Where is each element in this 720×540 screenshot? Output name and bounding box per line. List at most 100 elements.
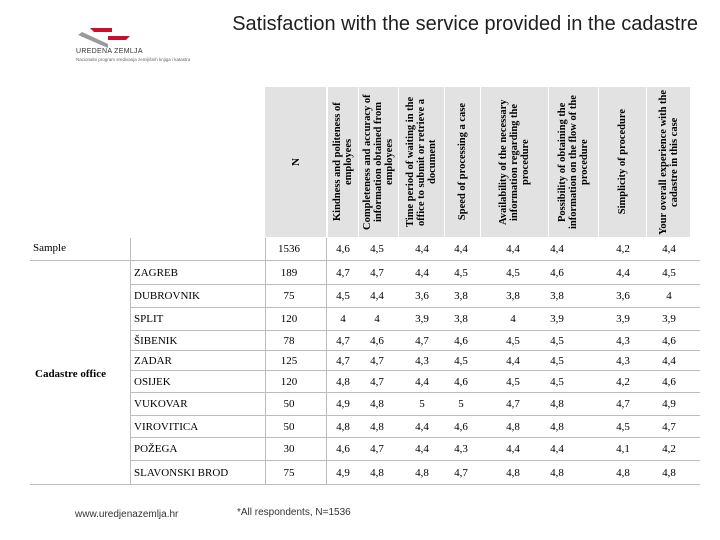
office-value: 4,7 xyxy=(370,443,384,455)
office-value: 4,7 xyxy=(336,267,350,279)
office-value: 4,6 xyxy=(662,334,676,347)
office-value: 4,4 xyxy=(550,443,564,455)
column-header-label: Possibility of obtaining the information… xyxy=(557,95,590,229)
office-value: 4,9 xyxy=(336,466,350,479)
office-value: 3,6 xyxy=(616,290,630,302)
office-value: 4,5 xyxy=(550,375,564,388)
office-value: 4,8 xyxy=(415,466,429,479)
sample-value: 4,4 xyxy=(506,243,520,255)
office-name: OSIJEK xyxy=(134,375,171,388)
office-value: 5 xyxy=(458,398,464,410)
column-header-label: Kindness and politeness of employees xyxy=(332,102,354,222)
office-name: SPLIT xyxy=(134,313,164,325)
office-value: 4,5 xyxy=(616,420,630,433)
office-name: POŽEGA xyxy=(134,443,178,455)
column-header: Kindness and politeness of employees xyxy=(328,87,358,237)
office-value: 4,8 xyxy=(506,466,520,479)
grid-line xyxy=(130,437,700,438)
header-cell xyxy=(481,87,548,237)
column-header: Speed of processing a case xyxy=(445,87,480,237)
column-header: Possibility of obtaining the information… xyxy=(549,87,598,237)
office-value: 4,3 xyxy=(454,443,468,455)
office-name: VIROVITICA xyxy=(134,420,199,433)
uredena-zemlja-logo xyxy=(78,28,130,48)
sample-label: Sample xyxy=(33,242,66,254)
office-n: 120 xyxy=(280,313,298,325)
office-value: 4,8 xyxy=(336,375,350,388)
office-value: 4,4 xyxy=(415,443,429,455)
office-value: 4,8 xyxy=(370,466,384,479)
sample-value: 4,4 xyxy=(454,243,468,255)
office-value: 4,3 xyxy=(616,334,630,347)
column-header-label: Simplicity of procedure xyxy=(617,109,628,215)
cadastre-office-label: Cadastre office xyxy=(35,368,106,380)
office-n: 75 xyxy=(283,290,295,302)
office-value: 4,9 xyxy=(662,398,676,410)
header-cell xyxy=(445,87,480,237)
office-value: 4,4 xyxy=(415,375,429,388)
column-header: Your overall experience with the cadastr… xyxy=(647,87,690,237)
sample-value: 4,5 xyxy=(370,243,384,255)
office-value: 4,6 xyxy=(336,443,350,455)
office-value: 4,7 xyxy=(454,466,468,479)
office-value: 4,8 xyxy=(506,420,520,433)
office-value: 4,5 xyxy=(550,354,564,367)
header-cell xyxy=(328,87,358,237)
header-n-cell xyxy=(265,87,326,237)
office-name: SLAVONSKI BROD xyxy=(134,466,229,479)
office-value: 4,6 xyxy=(454,420,468,433)
office-value: 4,6 xyxy=(370,334,384,347)
office-value: 4,5 xyxy=(506,375,520,388)
logo-subtitle: Nacionalni program sredivanja zemljišnih… xyxy=(76,57,191,62)
column-header: Time period of waiting in the office to … xyxy=(399,87,444,237)
office-value: 3,9 xyxy=(616,313,630,325)
office-value: 4,1 xyxy=(616,443,630,455)
office-value: 4,3 xyxy=(616,354,630,367)
grid-line xyxy=(130,392,700,393)
office-value: 4,5 xyxy=(506,334,520,347)
office-name: ŠIBENIK xyxy=(134,334,178,347)
office-value: 4,4 xyxy=(662,354,676,367)
footnote: *All respondents, N=1536 xyxy=(237,507,351,518)
office-value: 4,8 xyxy=(550,420,564,433)
office-value: 4,8 xyxy=(370,420,384,433)
office-value: 4,7 xyxy=(662,420,676,433)
grid-line xyxy=(130,284,700,285)
header-n-label: N xyxy=(289,158,302,166)
grid-line xyxy=(30,260,700,261)
office-value: 4,9 xyxy=(336,398,350,410)
sample-value: 4,2 xyxy=(616,243,630,255)
header-cell xyxy=(647,87,690,237)
header-cell xyxy=(359,87,398,237)
sample-value: 4,6 xyxy=(336,243,350,255)
office-value: 4,6 xyxy=(454,375,468,388)
office-name: ZAGREB xyxy=(134,267,178,279)
logo-name: UREDENA ZEMLJA xyxy=(76,48,143,55)
office-n: 125 xyxy=(280,354,298,367)
office-value: 4,2 xyxy=(662,443,676,455)
office-value: 3,8 xyxy=(454,313,468,325)
office-value: 4,7 xyxy=(415,334,429,347)
column-header-label: Completeness and accuracy of information… xyxy=(362,94,395,230)
office-value: 4,6 xyxy=(454,334,468,347)
office-name: VUKOVAR xyxy=(134,398,188,410)
office-value: 4,8 xyxy=(550,398,564,410)
office-value: 4 xyxy=(510,313,516,325)
page-title: Satisfaction with the service provided i… xyxy=(232,13,698,35)
office-value: 4,5 xyxy=(662,267,676,279)
grid-line xyxy=(30,484,700,485)
office-value: 4,7 xyxy=(370,354,384,367)
office-value: 3,9 xyxy=(662,313,676,325)
office-value: 4,7 xyxy=(336,354,350,367)
office-value: 4,8 xyxy=(550,466,564,479)
office-n: 50 xyxy=(283,420,295,433)
header-n: N xyxy=(265,87,326,237)
office-name: ZADAR xyxy=(134,354,172,367)
column-header-label: Speed of processing a case xyxy=(457,103,468,221)
footer-url: www.uredjenazemlja.hr xyxy=(75,509,179,520)
column-header-label: Your overall experience with the cadastr… xyxy=(657,89,680,235)
office-value: 4,8 xyxy=(336,420,350,433)
column-header: Availability of the necessary informatio… xyxy=(481,87,548,237)
office-value: 4,4 xyxy=(415,420,429,433)
office-value: 5 xyxy=(419,398,425,410)
